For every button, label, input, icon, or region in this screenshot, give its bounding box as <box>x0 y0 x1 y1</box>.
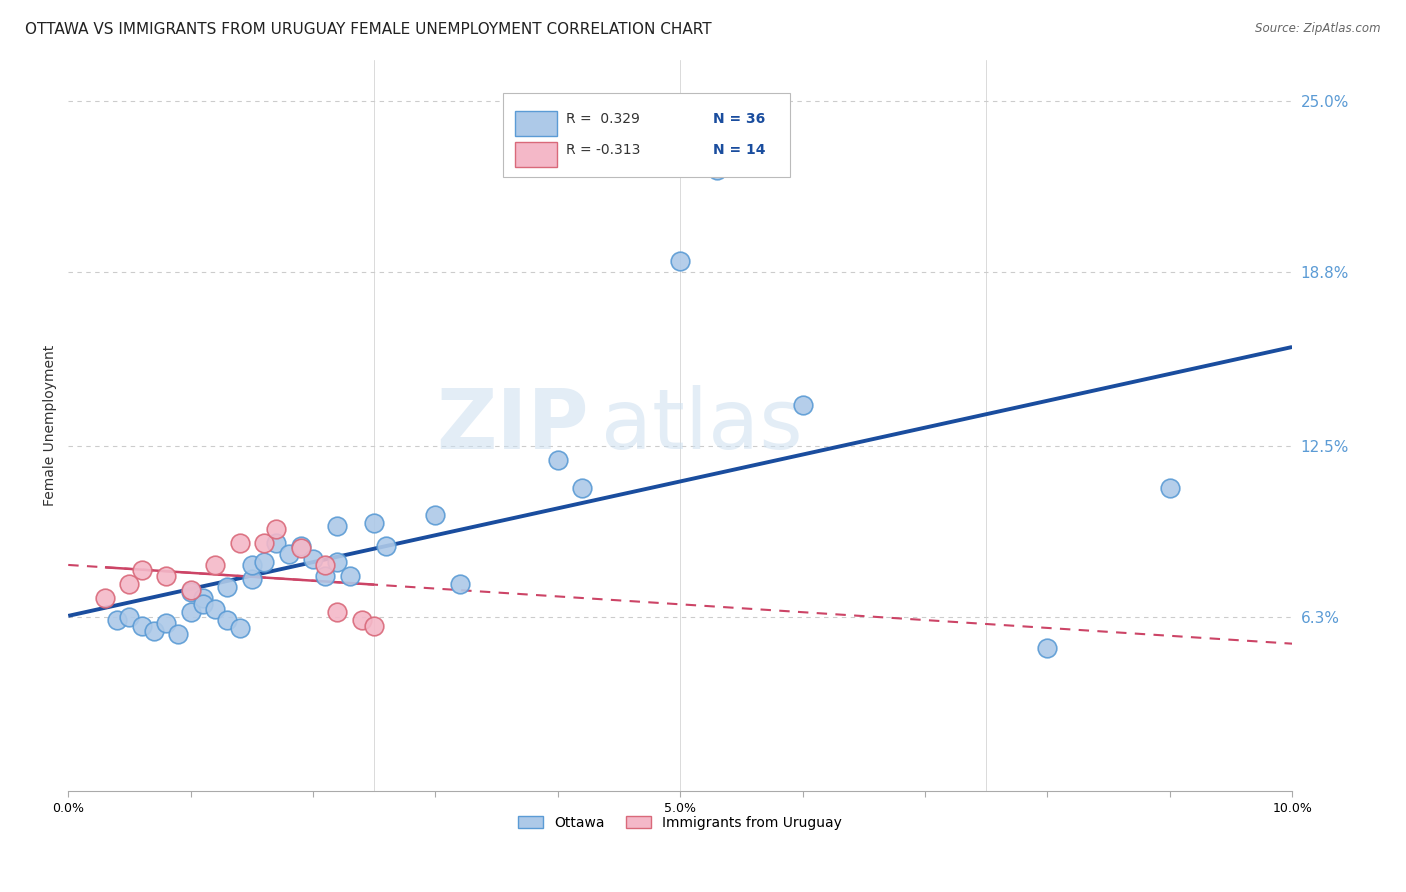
Text: atlas: atlas <box>600 385 803 466</box>
Point <box>118 577 141 591</box>
Text: R = -0.313: R = -0.313 <box>567 144 641 157</box>
Point <box>547 453 569 467</box>
Text: R =  0.329: R = 0.329 <box>567 112 640 126</box>
Point <box>326 519 349 533</box>
Point <box>326 555 349 569</box>
Text: N = 36: N = 36 <box>713 112 765 126</box>
Point <box>94 591 117 605</box>
Point <box>277 547 299 561</box>
Y-axis label: Female Unemployment: Female Unemployment <box>44 345 58 506</box>
Point <box>706 163 728 178</box>
Point <box>314 569 336 583</box>
Point <box>204 558 226 572</box>
Point <box>142 624 165 639</box>
Point <box>228 621 250 635</box>
Point <box>118 610 141 624</box>
Point <box>669 254 692 268</box>
Point <box>105 613 128 627</box>
Point <box>302 552 325 566</box>
Point <box>1159 481 1181 495</box>
Point <box>449 577 471 591</box>
Point <box>425 508 447 523</box>
Text: ZIP: ZIP <box>436 385 588 466</box>
Point <box>253 555 276 569</box>
Point <box>155 615 177 630</box>
Point <box>266 522 288 536</box>
Point <box>131 563 153 577</box>
Legend: Ottawa, Immigrants from Uruguay: Ottawa, Immigrants from Uruguay <box>513 811 848 836</box>
Point <box>792 398 814 412</box>
Point <box>363 618 385 632</box>
Point <box>180 585 202 599</box>
Point <box>191 591 214 605</box>
Point <box>240 558 263 572</box>
Point <box>375 539 398 553</box>
Point <box>204 602 226 616</box>
Point <box>217 580 239 594</box>
Point <box>571 481 593 495</box>
Point <box>228 535 250 549</box>
Point <box>326 605 349 619</box>
Point <box>266 535 288 549</box>
Point <box>339 569 361 583</box>
Point <box>290 539 312 553</box>
Point <box>217 613 239 627</box>
Point <box>363 516 385 531</box>
Point <box>350 613 373 627</box>
Point <box>290 541 312 556</box>
Point <box>191 597 214 611</box>
Point <box>253 535 276 549</box>
Text: N = 14: N = 14 <box>713 144 766 157</box>
Point <box>314 558 336 572</box>
Text: Source: ZipAtlas.com: Source: ZipAtlas.com <box>1256 22 1381 36</box>
Point <box>1036 640 1059 655</box>
Point <box>180 582 202 597</box>
Text: OTTAWA VS IMMIGRANTS FROM URUGUAY FEMALE UNEMPLOYMENT CORRELATION CHART: OTTAWA VS IMMIGRANTS FROM URUGUAY FEMALE… <box>25 22 711 37</box>
Point <box>155 569 177 583</box>
Point <box>167 627 190 641</box>
FancyBboxPatch shape <box>515 111 557 136</box>
Point <box>131 618 153 632</box>
FancyBboxPatch shape <box>515 143 557 167</box>
Point <box>180 605 202 619</box>
Point <box>240 572 263 586</box>
FancyBboxPatch shape <box>503 93 790 177</box>
